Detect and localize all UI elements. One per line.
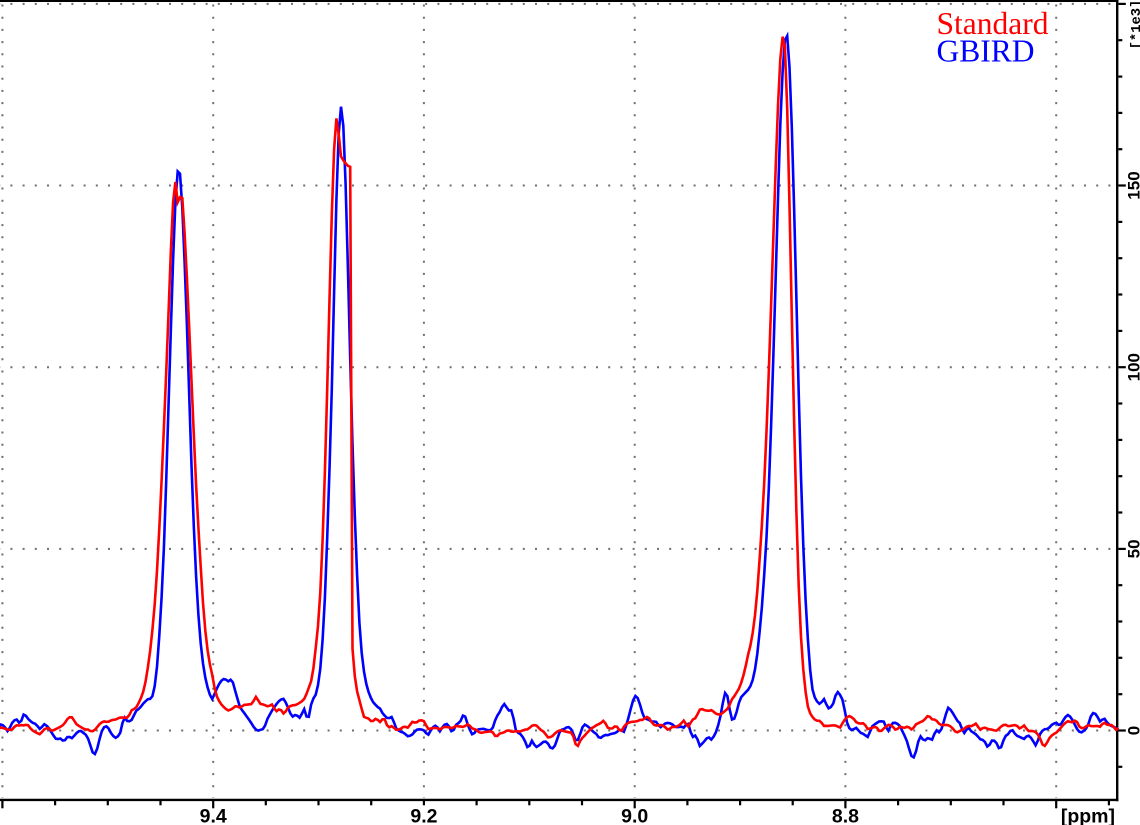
svg-text:[ppm]: [ppm] bbox=[1061, 806, 1115, 825]
svg-text:Standard: Standard bbox=[937, 6, 1049, 41]
svg-text:GBIRD: GBIRD bbox=[937, 34, 1035, 69]
svg-text:150: 150 bbox=[1125, 171, 1140, 199]
svg-text:9.2: 9.2 bbox=[410, 806, 437, 825]
svg-text:50: 50 bbox=[1125, 539, 1140, 558]
svg-text:0: 0 bbox=[1125, 726, 1140, 735]
svg-text:9.0: 9.0 bbox=[621, 806, 648, 825]
svg-text:100: 100 bbox=[1125, 353, 1140, 381]
svg-text:9.4: 9.4 bbox=[200, 806, 227, 825]
svg-text:8.8: 8.8 bbox=[832, 806, 859, 825]
svg-text:[*1e3]: [*1e3] bbox=[1129, 0, 1140, 49]
